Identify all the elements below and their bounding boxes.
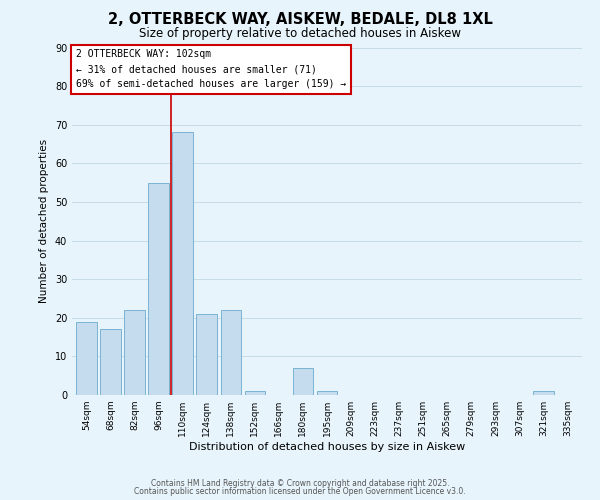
Bar [317, 391, 337, 395]
Bar [100, 330, 121, 395]
Bar [196, 314, 217, 395]
Bar [172, 132, 193, 395]
Bar [245, 391, 265, 395]
Text: 2 OTTERBECK WAY: 102sqm
← 31% of detached houses are smaller (71)
69% of semi-de: 2 OTTERBECK WAY: 102sqm ← 31% of detache… [76, 50, 347, 89]
Bar [293, 368, 313, 395]
Bar [148, 182, 169, 395]
Y-axis label: Number of detached properties: Number of detached properties [39, 139, 49, 304]
Text: Contains HM Land Registry data © Crown copyright and database right 2025.: Contains HM Land Registry data © Crown c… [151, 478, 449, 488]
Bar [221, 310, 241, 395]
Text: Size of property relative to detached houses in Aiskew: Size of property relative to detached ho… [139, 28, 461, 40]
Text: Contains public sector information licensed under the Open Government Licence v3: Contains public sector information licen… [134, 487, 466, 496]
Bar [76, 322, 97, 395]
Bar [533, 391, 554, 395]
Bar [124, 310, 145, 395]
X-axis label: Distribution of detached houses by size in Aiskew: Distribution of detached houses by size … [189, 442, 465, 452]
Text: 2, OTTERBECK WAY, AISKEW, BEDALE, DL8 1XL: 2, OTTERBECK WAY, AISKEW, BEDALE, DL8 1X… [107, 12, 493, 28]
